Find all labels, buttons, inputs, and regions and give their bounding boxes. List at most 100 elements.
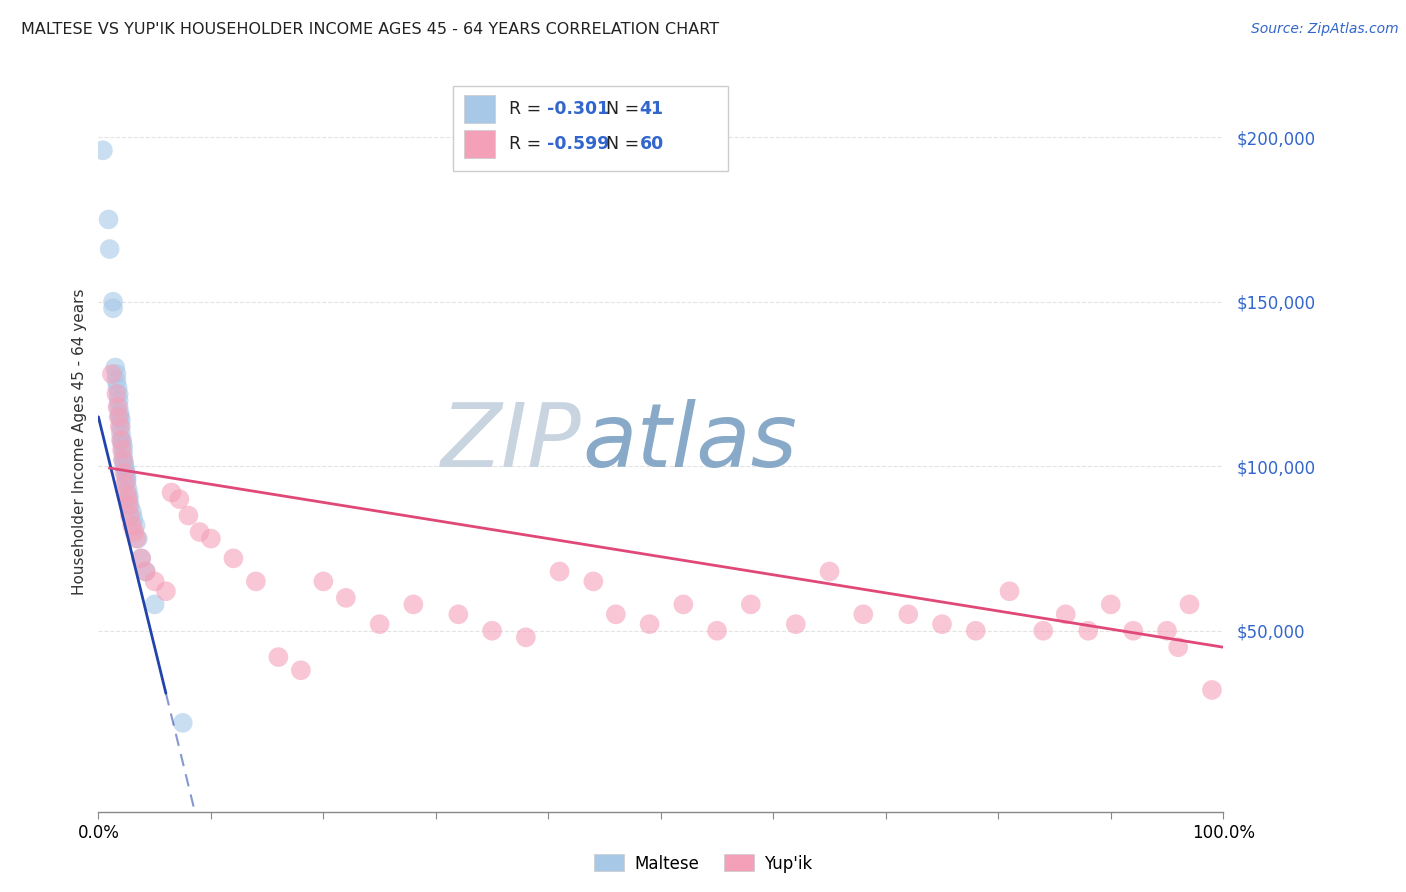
Point (605, 607, 627, 622)
Point (335, 591, 357, 605)
Point (1201, 683, 1223, 698)
Point (115, 485, 138, 500)
Point (101, 301, 124, 316)
Point (155, 584, 177, 599)
Point (998, 584, 1021, 599)
Legend: Maltese, Yup'ik: Maltese, Yup'ik (588, 847, 818, 880)
Point (112, 459, 135, 474)
Point (897, 607, 920, 622)
Point (115, 472, 138, 486)
Point (245, 574, 267, 589)
Text: N =: N = (606, 100, 644, 118)
Point (124, 524, 146, 539)
Point (931, 617, 953, 632)
Text: 60: 60 (640, 135, 664, 153)
Point (104, 360, 127, 375)
Y-axis label: Householder Income Ages 45 - 64 years: Householder Income Ages 45 - 64 years (72, 288, 87, 595)
Text: N =: N = (606, 135, 644, 153)
Point (108, 409, 131, 424)
Point (135, 565, 157, 579)
Point (118, 508, 141, 523)
Point (111, 433, 134, 447)
FancyBboxPatch shape (464, 130, 495, 158)
Point (97, 212, 120, 227)
Point (290, 663, 312, 677)
Point (110, 433, 132, 447)
Point (121, 505, 143, 519)
Text: -0.301: -0.301 (547, 100, 609, 118)
Point (112, 452, 135, 467)
Point (105, 367, 128, 381)
Point (107, 387, 129, 401)
Point (115, 475, 138, 490)
Text: 41: 41 (640, 100, 664, 118)
Point (124, 518, 146, 533)
Point (1099, 598, 1122, 612)
Point (481, 624, 503, 638)
Point (740, 598, 762, 612)
Point (107, 400, 129, 414)
Point (852, 607, 875, 622)
Point (112, 466, 135, 480)
FancyBboxPatch shape (464, 95, 495, 123)
Point (785, 617, 807, 632)
Point (582, 574, 605, 589)
Point (108, 407, 131, 421)
Text: Source: ZipAtlas.com: Source: ZipAtlas.com (1251, 22, 1399, 37)
Point (160, 485, 183, 500)
Point (447, 607, 470, 622)
Point (638, 617, 661, 632)
Point (1054, 607, 1077, 622)
Point (118, 499, 141, 513)
Point (402, 598, 425, 612)
Text: R =: R = (509, 135, 547, 153)
Point (110, 413, 132, 427)
Point (118, 489, 141, 503)
Point (135, 565, 157, 579)
Point (101, 367, 124, 381)
Point (110, 426, 132, 441)
Point (111, 442, 134, 457)
Point (143, 598, 166, 612)
Point (112, 446, 135, 460)
Point (107, 409, 129, 424)
Point (312, 574, 335, 589)
Point (114, 475, 136, 490)
Point (1122, 624, 1144, 638)
Point (108, 419, 131, 434)
Point (115, 469, 138, 483)
Point (127, 532, 149, 546)
Point (169, 492, 191, 507)
Point (117, 492, 139, 507)
Point (1032, 624, 1054, 638)
Point (121, 518, 143, 533)
Point (222, 551, 245, 566)
Point (101, 294, 124, 309)
FancyBboxPatch shape (453, 87, 728, 171)
Point (965, 624, 987, 638)
Point (1156, 624, 1178, 638)
Point (368, 617, 391, 632)
Point (107, 393, 129, 408)
Point (1178, 598, 1201, 612)
Point (548, 565, 571, 579)
Point (172, 715, 194, 730)
Point (125, 532, 148, 546)
Point (267, 650, 290, 665)
Point (107, 380, 129, 394)
Point (672, 598, 695, 612)
Point (98, 242, 121, 256)
Point (112, 456, 135, 470)
Text: MALTESE VS YUP'IK HOUSEHOLDER INCOME AGES 45 - 64 YEARS CORRELATION CHART: MALTESE VS YUP'IK HOUSEHOLDER INCOME AGE… (21, 22, 720, 37)
Text: R =: R = (509, 100, 547, 118)
Point (188, 524, 211, 539)
Text: -0.599: -0.599 (547, 135, 610, 153)
Point (129, 551, 152, 566)
Point (111, 436, 134, 450)
Point (118, 492, 141, 507)
Point (117, 482, 139, 496)
Text: atlas: atlas (582, 399, 797, 484)
Point (114, 466, 136, 480)
Point (112, 440, 135, 454)
Point (1167, 640, 1189, 655)
